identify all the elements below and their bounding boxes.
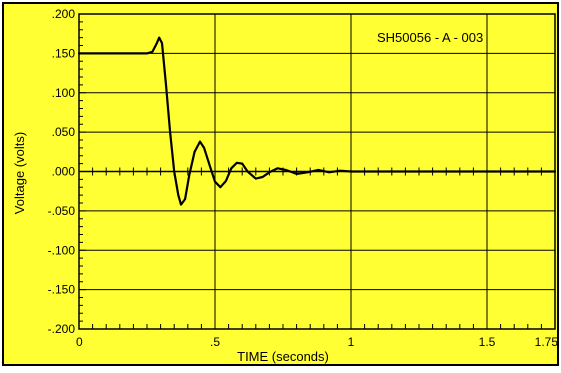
y-tick-label: .150 bbox=[52, 46, 76, 60]
chart-background bbox=[2, 2, 559, 366]
y-tick-label: .200 bbox=[52, 7, 76, 21]
x-tick-labels: 0 .5 1 1.5 1.75 bbox=[76, 335, 558, 349]
y-axis-title: Voltage (volts) bbox=[12, 132, 27, 214]
y-tick-label: -.200 bbox=[48, 322, 76, 336]
series-line bbox=[77, 36, 557, 206]
annotation-label: SH50056 - A - 003 bbox=[377, 30, 483, 45]
x-tick-label: 1.5 bbox=[479, 335, 496, 349]
y-tick-label: .100 bbox=[52, 86, 76, 100]
x-axis-title: TIME (seconds) bbox=[237, 349, 329, 364]
x-tick-label: .5 bbox=[210, 335, 220, 349]
y-tick-label: -.100 bbox=[48, 243, 76, 257]
y-tick-label: .050 bbox=[52, 125, 76, 139]
x-tick-label: 0 bbox=[76, 335, 83, 349]
y-tick-label: .000 bbox=[52, 165, 76, 179]
y-tick-label: -.150 bbox=[48, 283, 76, 297]
y-tick-labels: .200 .150 .100 .050 .000 -.050 -.100 -.150 -.200 bbox=[48, 7, 76, 336]
x-tick-label: 1 bbox=[348, 335, 355, 349]
y-tick-label: -.050 bbox=[48, 204, 76, 218]
x-tick-label: 1.75 bbox=[535, 335, 559, 349]
series-layer bbox=[77, 36, 557, 206]
